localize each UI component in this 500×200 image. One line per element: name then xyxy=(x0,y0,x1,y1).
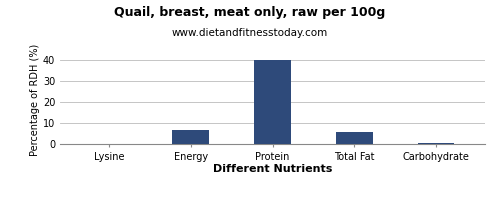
X-axis label: Different Nutrients: Different Nutrients xyxy=(213,164,332,174)
Bar xyxy=(254,60,291,144)
Text: www.dietandfitnesstoday.com: www.dietandfitnesstoday.com xyxy=(172,28,328,38)
Y-axis label: Percentage of RDH (%): Percentage of RDH (%) xyxy=(30,44,40,156)
Text: Quail, breast, meat only, raw per 100g: Quail, breast, meat only, raw per 100g xyxy=(114,6,386,19)
Bar xyxy=(418,143,455,144)
Bar xyxy=(172,130,209,144)
Bar xyxy=(336,132,372,144)
